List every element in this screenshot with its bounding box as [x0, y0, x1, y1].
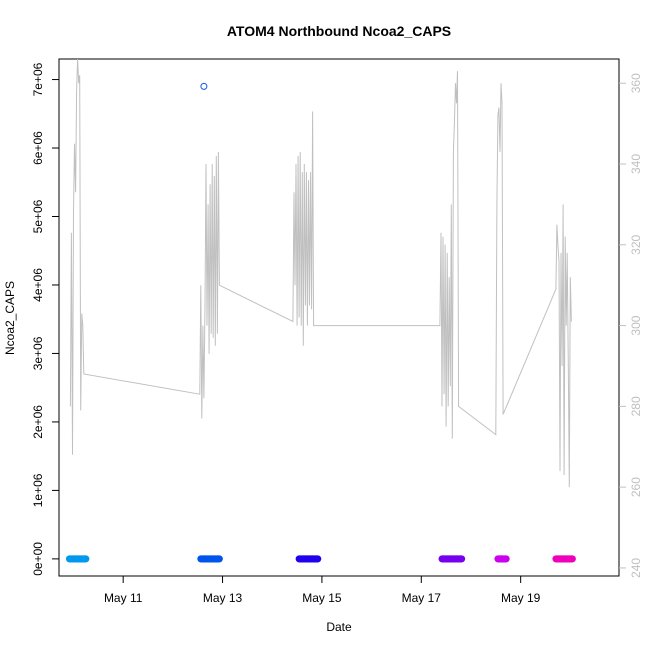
y-tick-label: 3e+06	[31, 336, 45, 370]
x-tick-label: May 17	[402, 591, 442, 605]
data-point	[314, 555, 322, 563]
y-tick-label: 4e+06	[31, 268, 45, 302]
data-point	[82, 555, 90, 563]
y-tick-label: 5e+06	[31, 199, 45, 233]
x-tick-label: May 19	[501, 591, 541, 605]
left-axis-series	[65, 82, 576, 563]
point-segment	[65, 555, 90, 563]
y-axis: 0e+00 1e+06 2e+06 3e+06 4e+06 5e+06 6e+06 7e+06	[31, 62, 59, 576]
data-point	[458, 555, 466, 563]
point-segment	[295, 555, 322, 563]
y-tick-label: 1e+06	[31, 473, 45, 507]
y2-tick-label: 300	[629, 315, 643, 335]
y2-tick-label: 280	[629, 396, 643, 416]
point-segment	[438, 555, 466, 563]
y2-tick-label: 260	[629, 477, 643, 497]
x-tick-label: May 11	[104, 591, 143, 605]
x-axis-label: Date	[326, 620, 352, 634]
y2-tick-label: 320	[629, 234, 643, 254]
right-axis-series	[69, 58, 572, 488]
y2-tick-label: 340	[629, 154, 643, 174]
data-point	[502, 555, 510, 563]
data-point	[568, 555, 576, 563]
y-tick-label: 7e+06	[31, 62, 45, 96]
x-axis: May 11 May 13 May 15 May 17 May 19	[104, 575, 541, 605]
point-segment	[197, 555, 223, 563]
chart-title: ATOM4 Northbound Ncoa2_CAPS	[227, 23, 451, 39]
data-point	[215, 555, 223, 563]
y-tick-label: 6e+06	[31, 131, 45, 165]
ncoa2-caps-line	[69, 58, 572, 488]
point-segment	[552, 555, 576, 563]
y-axis-label: Ncoa2_CAPS	[3, 281, 17, 355]
plot-frame	[58, 58, 620, 577]
point-segment	[494, 555, 510, 563]
outlier-point	[200, 82, 208, 90]
x-tick-label: May 15	[302, 591, 342, 605]
x-tick-label: May 13	[203, 591, 243, 605]
y-tick-label: 2e+06	[31, 405, 45, 439]
y2-axis: 240 260 280 300 320 340 360	[619, 73, 643, 578]
y2-tick-label: 360	[629, 73, 643, 93]
y-tick-label: 0e+00	[31, 542, 45, 576]
y2-tick-label: 240	[629, 558, 643, 578]
